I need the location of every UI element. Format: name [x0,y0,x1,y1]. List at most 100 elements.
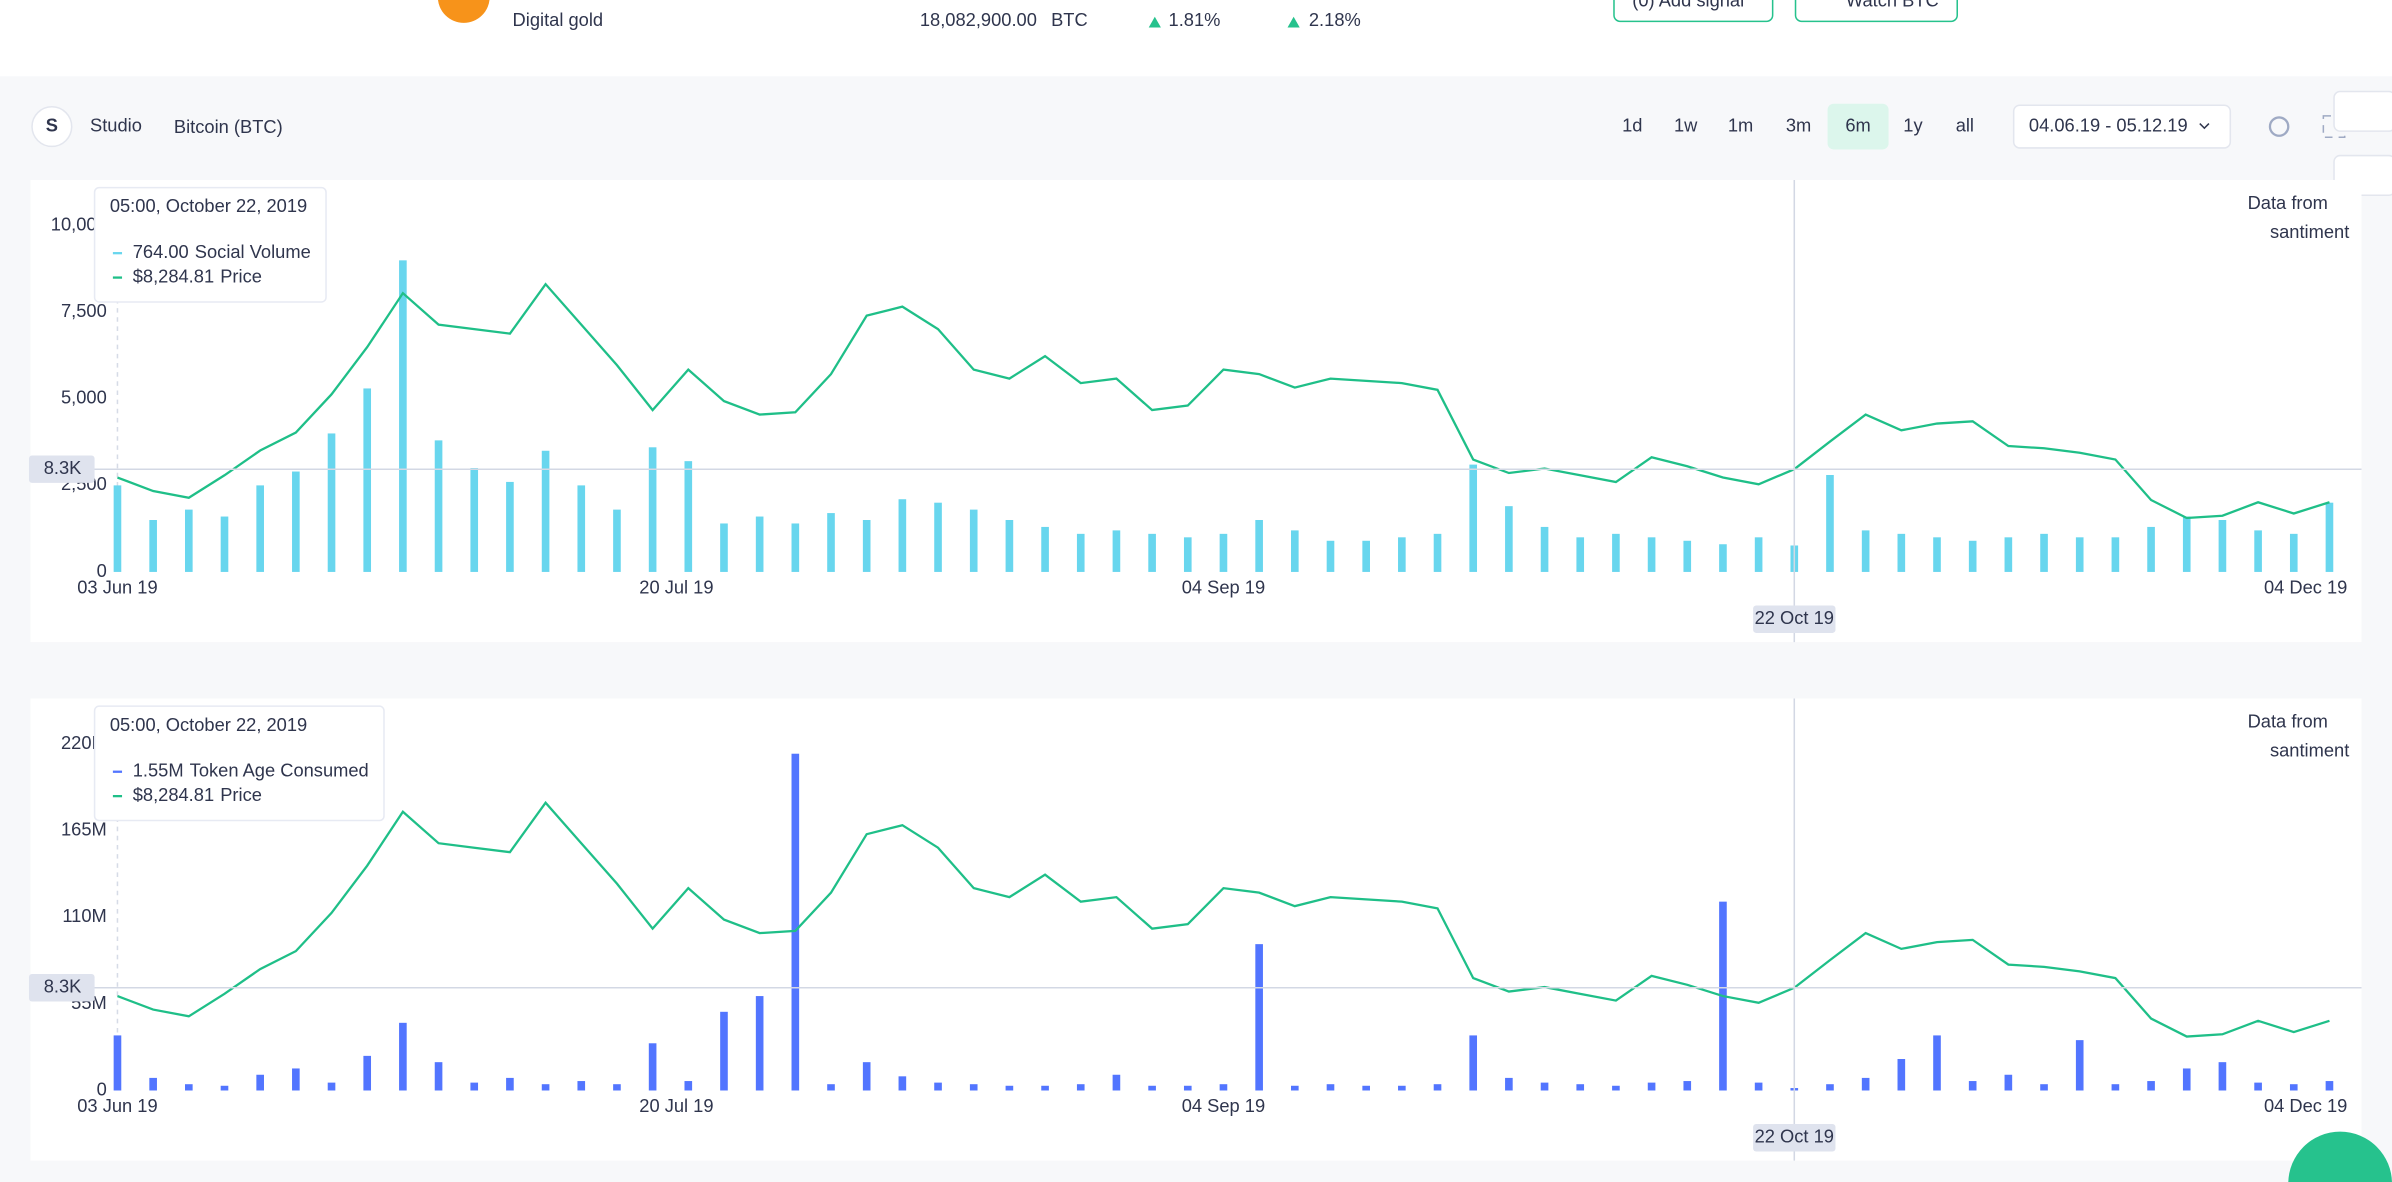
bar [470,468,479,572]
bar [1576,1084,1585,1091]
bar [1433,1084,1442,1091]
bar [2182,1068,2191,1091]
bar [1362,1085,1370,1091]
range-button[interactable]: 1d [1622,114,1642,135]
bar [1861,1077,1870,1091]
bar [898,499,907,572]
crosshair-label: 22 Oct 19 [1755,607,1834,628]
bar [1112,530,1121,572]
y-tick-label: 110M [62,905,106,926]
chat-button[interactable] [2288,1131,2392,1182]
watermark: Data from [2248,192,2328,213]
watermark: santiment [2270,221,2349,242]
up-arrow [1148,16,1161,28]
bar [2040,533,2048,572]
bar [1719,544,1727,572]
bar [2075,1040,2084,1091]
bar [113,1035,122,1091]
bar [1826,474,1834,572]
bar [827,1084,835,1091]
tooltip-title: 05:00, October 22, 2019 [110,195,307,216]
side-tab[interactable] [2333,90,2392,132]
range-active-bg[interactable] [1827,103,1889,150]
bar [292,1068,300,1091]
bar [185,509,193,572]
range-button[interactable]: 1w [1674,114,1698,135]
button[interactable] [1613,0,1774,23]
bar [541,450,550,572]
bar [684,461,693,572]
studio-logo [31,105,73,148]
bar [720,1011,728,1091]
bar [1933,537,1941,572]
date-range[interactable]: 04.06.19 - 05.12.19 [2029,114,2188,135]
bar [327,433,336,572]
bar [113,485,122,572]
bar [791,523,800,572]
supply: 18,082,900.00 [920,9,1037,30]
button[interactable] [1794,0,1958,23]
bar [1362,540,1370,572]
bar [1683,540,1692,572]
bar [1683,1081,1692,1091]
bar [2147,1081,2155,1091]
bar [1148,1085,1156,1091]
watermark: santiment [2270,740,2349,761]
range-button[interactable]: all [1956,114,1974,135]
bar [2325,502,2334,572]
bar [149,520,157,572]
bar [934,502,942,572]
bar [185,1084,193,1091]
range-button[interactable]: 6m [1845,114,1870,135]
bar [1290,1085,1299,1091]
tooltip-series-name: Social Volume [195,241,311,262]
range-button[interactable]: 1m [1728,114,1753,135]
y-tick-label: 10,000 [51,214,107,235]
bar [2182,516,2191,572]
button-label[interactable]: (0) Add signal [1632,0,1744,10]
bar [684,1081,693,1091]
range-button[interactable]: 1y [1903,114,1923,135]
price-line [117,282,2330,520]
supply-unit: BTC [1051,9,1088,30]
bar [1505,1077,1513,1091]
bar [363,1055,372,1091]
bar [862,520,871,572]
y-tick-label: 7,500 [61,300,107,321]
tooltip-box [93,705,385,822]
tooltip: 05:00, October 22, 2019 1.55M Token Age Co… [93,705,385,822]
date-picker[interactable] [2012,104,2232,149]
watermark: Data from [2248,711,2328,732]
tooltip-title: 05:00, October 22, 2019 [110,714,307,735]
bar [969,509,978,572]
bar [1183,537,1192,572]
bar [1255,944,1263,1091]
bar [577,1081,586,1091]
settings-icon[interactable] [2268,116,2290,137]
bar [363,388,372,572]
bar [1469,1035,1478,1091]
bar [2218,520,2227,572]
bar [1968,540,1977,572]
tooltip-value: 1.55M [133,760,184,781]
bar [506,481,514,572]
crosshair-label: 22 Oct 19 [1755,1126,1834,1147]
bar [1290,530,1299,572]
bar [327,1082,336,1091]
tooltip-value: $8,284.81 [133,784,214,805]
range-button[interactable]: 3m [1786,114,1811,135]
price-marker-box [28,974,95,1002]
tooltip-series-name: Token Age Consumed [190,760,369,781]
tooltip-value: $8,284.81 [133,265,214,286]
bar [506,1077,514,1091]
bar [1326,1084,1335,1091]
up-arrow [1287,16,1300,28]
y-tick-label: 165M [61,819,107,840]
button-label[interactable]: Watch BTC [1846,0,1939,10]
bar [1540,526,1549,572]
bar [1148,533,1156,572]
y-tick-label: 0 [97,560,107,581]
price-marker-box [28,455,95,483]
